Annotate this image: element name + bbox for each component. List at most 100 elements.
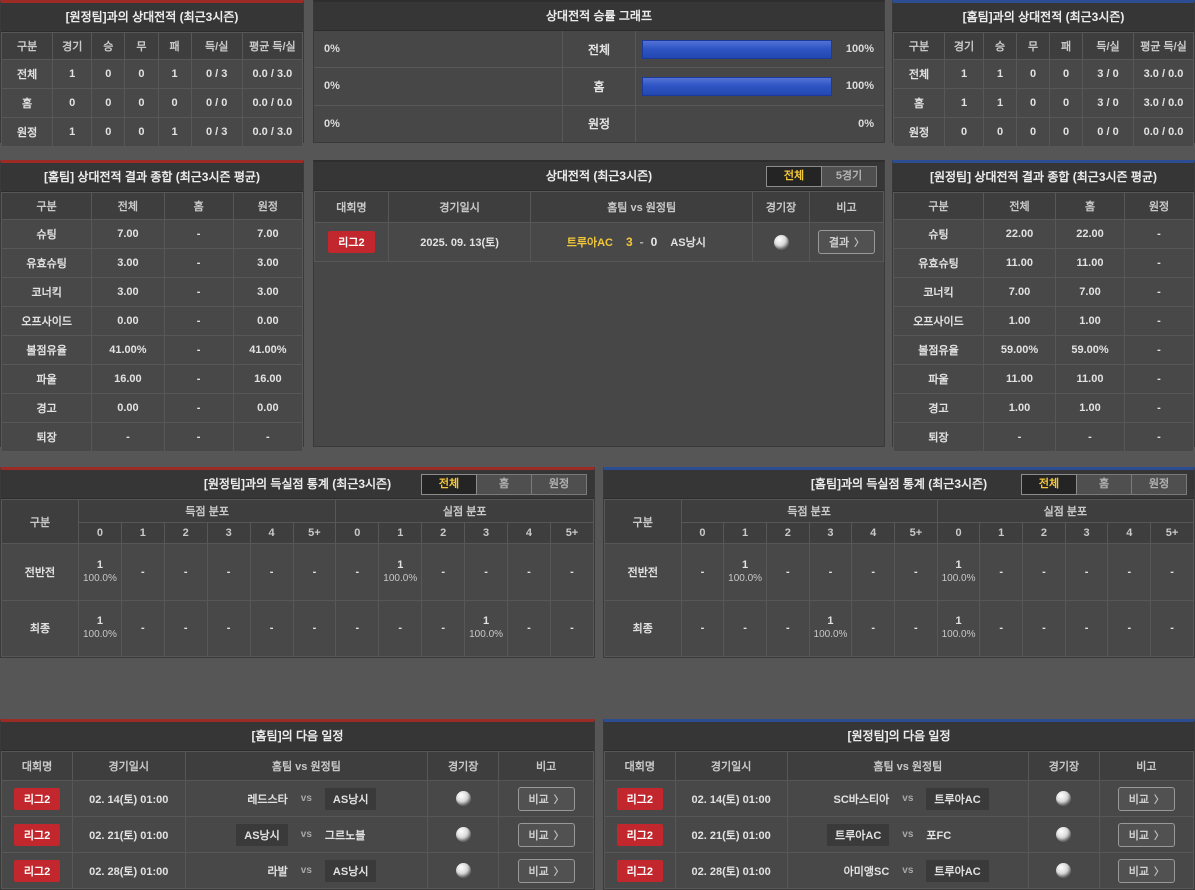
stadium-ball-icon[interactable] xyxy=(773,234,789,250)
cell-value: - xyxy=(163,335,234,365)
filter-tab[interactable]: 전체 xyxy=(421,474,477,495)
panel-body: 대회명 경기일시 홈팀 vs 원정팀 경기장 비고 리그2 02. 14(토) 01:00 S… xyxy=(604,751,1195,889)
cell-value: - xyxy=(1124,219,1194,249)
winrate-row: 0% 홈 100% xyxy=(314,68,884,106)
cell-value: 0 xyxy=(157,88,192,118)
panel-winrate-graph: 상대전적 승률 그래프 0% 전체 100% 0% 홈 100% 0% 원정 0% xyxy=(313,0,885,143)
cell-value: 7.00 xyxy=(1055,277,1125,307)
vs-label: vs xyxy=(300,793,312,804)
cell-value: 1 xyxy=(157,117,192,147)
away-rate-area: 0% xyxy=(636,106,884,142)
away-team-name: AS낭시 xyxy=(324,787,377,810)
league-cell: 리그2 xyxy=(0,780,74,817)
distribution-cell: - xyxy=(335,599,380,657)
compare-button[interactable]: 비교 〉 xyxy=(517,822,575,847)
column-header: 패 xyxy=(157,32,192,60)
stadium-ball-icon[interactable] xyxy=(455,827,471,842)
column-header: 구분 xyxy=(0,192,93,220)
compare-button[interactable]: 비교 〉 xyxy=(1117,786,1175,811)
stadium-ball-icon[interactable] xyxy=(455,791,471,806)
row-label: 퇴장 xyxy=(893,422,984,452)
bin-header: 3 xyxy=(808,522,853,544)
row-label: 볼점유율 xyxy=(893,335,984,365)
table-row: 원정 0 0 0 0 0 / 0 0.0 / 0.0 xyxy=(893,117,1194,147)
distribution-cell: - xyxy=(808,543,853,601)
bin-header: 5+ xyxy=(1150,522,1194,544)
count: 1 xyxy=(397,558,404,571)
goal-stats-table: 구분 득점 분포 실점 분포 0 1 2 3 4 5+ 0 1 2 3 4 5+ 전반전 -1 100.0% - - -… xyxy=(604,499,1195,657)
table-row: 볼점유율 59.00% 59.00% - xyxy=(893,335,1194,365)
distribution-cell: - xyxy=(1064,599,1109,657)
compare-button[interactable]: 비교 〉 xyxy=(517,786,575,811)
table-row: 유효슈팅 11.00 11.00- xyxy=(893,248,1194,278)
filter-tab[interactable]: 5경기 xyxy=(821,166,877,187)
home-rate-area: 0% xyxy=(314,106,562,142)
column-header: 득/실 xyxy=(190,32,243,60)
goal-row: 최종 1 100.0% - - - - - - - -1 100.0% - - xyxy=(1,599,595,657)
cell-value: 1 xyxy=(983,59,1017,89)
cell-value: 3.00 xyxy=(232,277,304,307)
home-rate-value: 0% xyxy=(324,43,340,56)
panel-h2h-matches: 상대전적 (최근3시즌) 전체 5경기 대회명 경기일시 홈팀 vs 원정팀 경기장 비고… xyxy=(313,160,885,447)
table-row: 퇴장 - - - xyxy=(0,422,304,452)
row-label: 경고 xyxy=(0,393,93,423)
filter-tab[interactable]: 전체 xyxy=(766,166,822,187)
rate-row-label: 원정 xyxy=(562,105,636,142)
row-label: 전반전 xyxy=(604,543,682,601)
distribution-cell: - xyxy=(549,543,595,601)
distribution-cell: - xyxy=(894,543,938,601)
teams: 아미앵SC vs 트루아AC xyxy=(788,859,1028,882)
chevron-right-icon: 〉 xyxy=(553,830,564,842)
note-cell: 비교 〉 xyxy=(1098,816,1195,853)
filter-tab[interactable]: 홈 xyxy=(1076,474,1132,495)
distribution-cell: 1 100.0% xyxy=(936,599,981,657)
cell-value: 0 / 3 xyxy=(190,59,243,89)
distribution-cell: - xyxy=(1150,599,1194,657)
stadium-cell xyxy=(427,852,500,889)
data-table: 구분 전체 홈 원정 슈팅 7.00-7.00 유효슈팅 3.00-3.00 코너킥 3.00-3… xyxy=(0,192,304,452)
column-header: 패 xyxy=(1049,32,1083,60)
cell-value: 0 xyxy=(983,117,1017,147)
table-row: 파울 16.00-16.00 xyxy=(0,364,304,394)
chevron-right-icon: 〉 xyxy=(854,238,865,249)
panel-body: 구분 경기 승 무 패 득/실 평균 득/실 전체 1 0 0 1 0 / 3 0.0 / 3.0 홈 0 0 0… xyxy=(0,32,304,147)
stadium-cell xyxy=(1028,780,1100,817)
cell-value: 0 xyxy=(124,88,159,118)
cell-value: - xyxy=(1124,364,1194,394)
panel-title: [홈팀]과의 상대전적 (최근3시즌) xyxy=(893,3,1194,32)
teams-cell: SC바스티아 vs 트루아AC xyxy=(786,780,1030,817)
row-label: 전체 xyxy=(0,59,54,89)
filter-tab[interactable]: 원정 xyxy=(1131,474,1187,495)
conceded-group-header: 실점 분포 xyxy=(335,499,594,523)
cell-value: 3 / 0 xyxy=(1082,88,1134,118)
stadium-ball-icon[interactable] xyxy=(1056,791,1072,806)
vs-label: vs xyxy=(902,829,914,840)
match-row: 리그2 02. 21(토) 01:00 트루아AC vs 포FC 비교 〉 xyxy=(604,816,1195,853)
teams-cell: 트루아AC 3-0 AS낭시 xyxy=(530,222,754,262)
stadium-ball-icon[interactable] xyxy=(455,863,471,878)
filter-tab[interactable]: 홈 xyxy=(476,474,532,495)
compare-button[interactable]: 비교 〉 xyxy=(1117,822,1175,847)
row-label: 최종 xyxy=(604,599,682,657)
panel-title: [원정팀]과의 득실점 통계 (최근3시즌) 전체 홈 원정 xyxy=(1,470,594,499)
header-row: 대회명 경기일시 홈팀 vs 원정팀 경기장 비고 xyxy=(314,191,884,223)
distribution-cell: - xyxy=(292,543,337,601)
stadium-ball-icon[interactable] xyxy=(1056,827,1072,842)
distribution-cell: - xyxy=(507,543,551,601)
match-datetime: 02. 14(토) 01:00 xyxy=(72,780,186,817)
column-header: 전체 xyxy=(91,192,165,220)
panel-title: [홈팀]의 다음 일정 xyxy=(1,722,594,751)
result-button[interactable]: 결과 〉 xyxy=(817,230,876,254)
stadium-ball-icon[interactable] xyxy=(1056,863,1072,878)
column-header: 경기장 xyxy=(752,191,811,223)
filter-tab[interactable]: 전체 xyxy=(1021,474,1077,495)
chevron-right-icon: 〉 xyxy=(1153,830,1164,842)
column-header: 평균 득/실 xyxy=(241,32,304,60)
button-label: 결과 xyxy=(828,237,850,249)
note-cell: 비교 〉 xyxy=(498,780,594,817)
column-header: 경기일시 xyxy=(387,191,532,223)
column-header: 원정 xyxy=(232,192,304,220)
filter-tab[interactable]: 원정 xyxy=(531,474,587,495)
compare-button[interactable]: 비교 〉 xyxy=(1117,858,1175,883)
compare-button[interactable]: 비교 〉 xyxy=(517,858,575,883)
